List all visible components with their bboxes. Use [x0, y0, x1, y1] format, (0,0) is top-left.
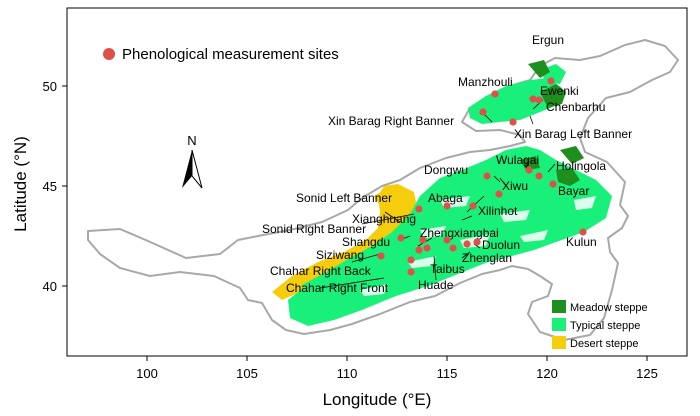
site-label-xianghuang: Xianghuang — [352, 212, 416, 226]
site-marker-huade — [423, 244, 431, 252]
site-label-shangdu: Shangdu — [342, 235, 390, 249]
site-marker-zhengxiangbai — [443, 236, 451, 244]
site-label-wulagai: Wulagai — [496, 153, 539, 167]
x-ticks — [146, 356, 648, 361]
y-tick-label: 40 — [43, 279, 57, 294]
site-marker-xiwu — [495, 190, 503, 198]
site-marker-wulagai — [525, 166, 533, 174]
site-legend-label: Phenological measurement sites — [122, 46, 339, 63]
legend-label-meadow: Meadow steppe — [570, 302, 648, 314]
site-label-siziwang: Siziwang — [316, 248, 364, 262]
north-label: N — [187, 133, 196, 148]
site-marker-xin-barag-right-banner — [479, 108, 487, 116]
site-label-xin-barag-right: Xin Barag Right Banner — [328, 114, 454, 128]
site-label-chenbarhu: Chenbarhu — [546, 100, 605, 114]
site-marker-holingola — [535, 172, 543, 180]
site-label-xin-barag-left: Xin Barag Left Banner — [514, 127, 632, 141]
y-ticks — [62, 85, 67, 287]
site-label-sonid-left: Sonid Left Banner — [296, 191, 392, 205]
site-marker-xin-barag-left-banner — [509, 118, 517, 126]
site-label-xiwu: Xiwu — [502, 179, 528, 193]
site-label-chahar-right-back: Chahar Right Back — [270, 264, 372, 278]
site-label-xilinhot: Xilinhot — [478, 204, 518, 218]
legend-swatch-desert — [552, 336, 566, 349]
site-marker-chahar-right-front — [407, 268, 415, 276]
site-marker-shangdu — [415, 246, 423, 254]
legend-label-typical: Typical steppe — [570, 320, 640, 332]
site-label-zhenglan: Zhenglan — [462, 251, 512, 265]
site-marker-taibus — [449, 244, 457, 252]
site-marker-sonid-right-banner — [397, 234, 405, 242]
site-label-zhengxiangbai: Zhengxiangbai — [420, 226, 499, 240]
x-tick-label: 120 — [536, 366, 558, 381]
site-marker-kulun — [579, 228, 587, 236]
typical-steppe-area — [288, 64, 612, 326]
desert-steppe-area — [272, 184, 418, 300]
site-label-sonid-right: Sonid Right Banner — [262, 222, 366, 236]
legend-swatch-typical — [552, 318, 566, 331]
site-marker-abaga — [443, 202, 451, 210]
site-marker-xilinhot — [469, 202, 477, 210]
site-label-holingola: Holingola — [556, 159, 606, 173]
x-tick-label: 100 — [136, 366, 158, 381]
x-tick-label: 105 — [236, 366, 258, 381]
site-marker-siziwang — [377, 252, 385, 260]
site-label-dongwu: Dongwu — [424, 163, 468, 177]
north-arrow-icon — [182, 149, 203, 189]
site-labels: Ergun Manzhouli Ewenki Chenbarhu Xin Bar… — [262, 33, 632, 295]
site-label-abaga: Abaga — [428, 191, 463, 205]
site-label-huade: Huade — [418, 278, 454, 292]
site-markers — [377, 77, 587, 276]
legend-label-desert: Desert steppe — [570, 338, 638, 350]
site-marker-chenbarhu — [529, 95, 537, 103]
y-tick-label: 50 — [43, 79, 57, 94]
x-axis-title: Longitude (°E) — [323, 390, 432, 409]
site-label-ergun: Ergun — [532, 33, 564, 47]
site-marker-duolun — [473, 238, 481, 246]
site-marker-dongwu — [483, 172, 491, 180]
x-tick-label: 125 — [636, 366, 658, 381]
meadow-steppe-area — [520, 60, 584, 186]
site-marker-chahar-right-back — [407, 256, 415, 264]
site-marker-zhenglan — [463, 240, 471, 248]
y-tick-label: 45 — [43, 179, 57, 194]
site-marker-ewenki — [535, 96, 543, 104]
leader-lines — [319, 99, 556, 289]
site-marker-sonid-left-banner — [415, 205, 423, 213]
site-label-taibus: Taibus — [430, 262, 465, 276]
site-label-bayar: Bayar — [558, 184, 589, 198]
site-marker-xianghuang — [419, 236, 427, 244]
legend-swatch-meadow — [552, 300, 566, 313]
x-tick-label: 115 — [437, 366, 458, 381]
site-marker-bayar — [549, 180, 557, 188]
site-marker-ergun — [547, 77, 555, 85]
site-legend-marker — [103, 48, 115, 60]
site-label-kulun: Kulun — [566, 235, 597, 249]
site-marker-manzhouli — [491, 90, 499, 98]
y-axis-title: Latitude (°N) — [11, 136, 30, 232]
steppe-legend: Meadow steppe Typical steppe Desert step… — [552, 300, 648, 350]
site-label-ewenki: Ewenki — [540, 84, 579, 98]
site-label-duolun: Duolun — [482, 238, 520, 252]
x-tick-label: 110 — [337, 366, 358, 381]
site-label-chahar-right-front: Chahar Right Front — [286, 281, 389, 295]
site-label-manzhouli: Manzhouli — [458, 75, 513, 89]
